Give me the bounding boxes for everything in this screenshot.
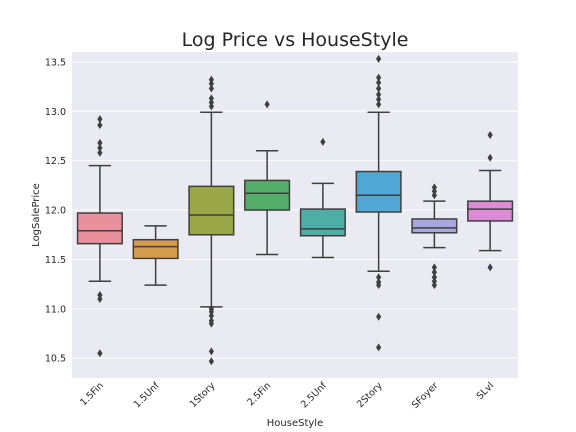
iqr-box [468,201,513,221]
y-tick-label: 10.5 [45,354,66,365]
iqr-box [356,172,401,213]
y-tick-label: 13.0 [45,107,66,118]
y-axis-label: LogSalePrice [31,183,42,247]
y-tick-label: 12.5 [45,156,66,167]
plot-area [72,52,518,378]
iqr-box [78,213,123,244]
iqr-box [189,186,234,234]
iqr-box [245,180,290,210]
y-tick-label: 12.0 [45,206,66,217]
iqr-box [301,209,346,236]
iqr-box [412,219,457,233]
iqr-box [133,240,178,259]
y-tick-label: 11.0 [45,304,66,315]
y-tick-label: 13.5 [45,57,66,68]
x-axis-label: HouseStyle [267,418,323,429]
chart-title: Log Price vs HouseStyle [182,29,409,51]
y-tick-label: 11.5 [45,255,66,266]
